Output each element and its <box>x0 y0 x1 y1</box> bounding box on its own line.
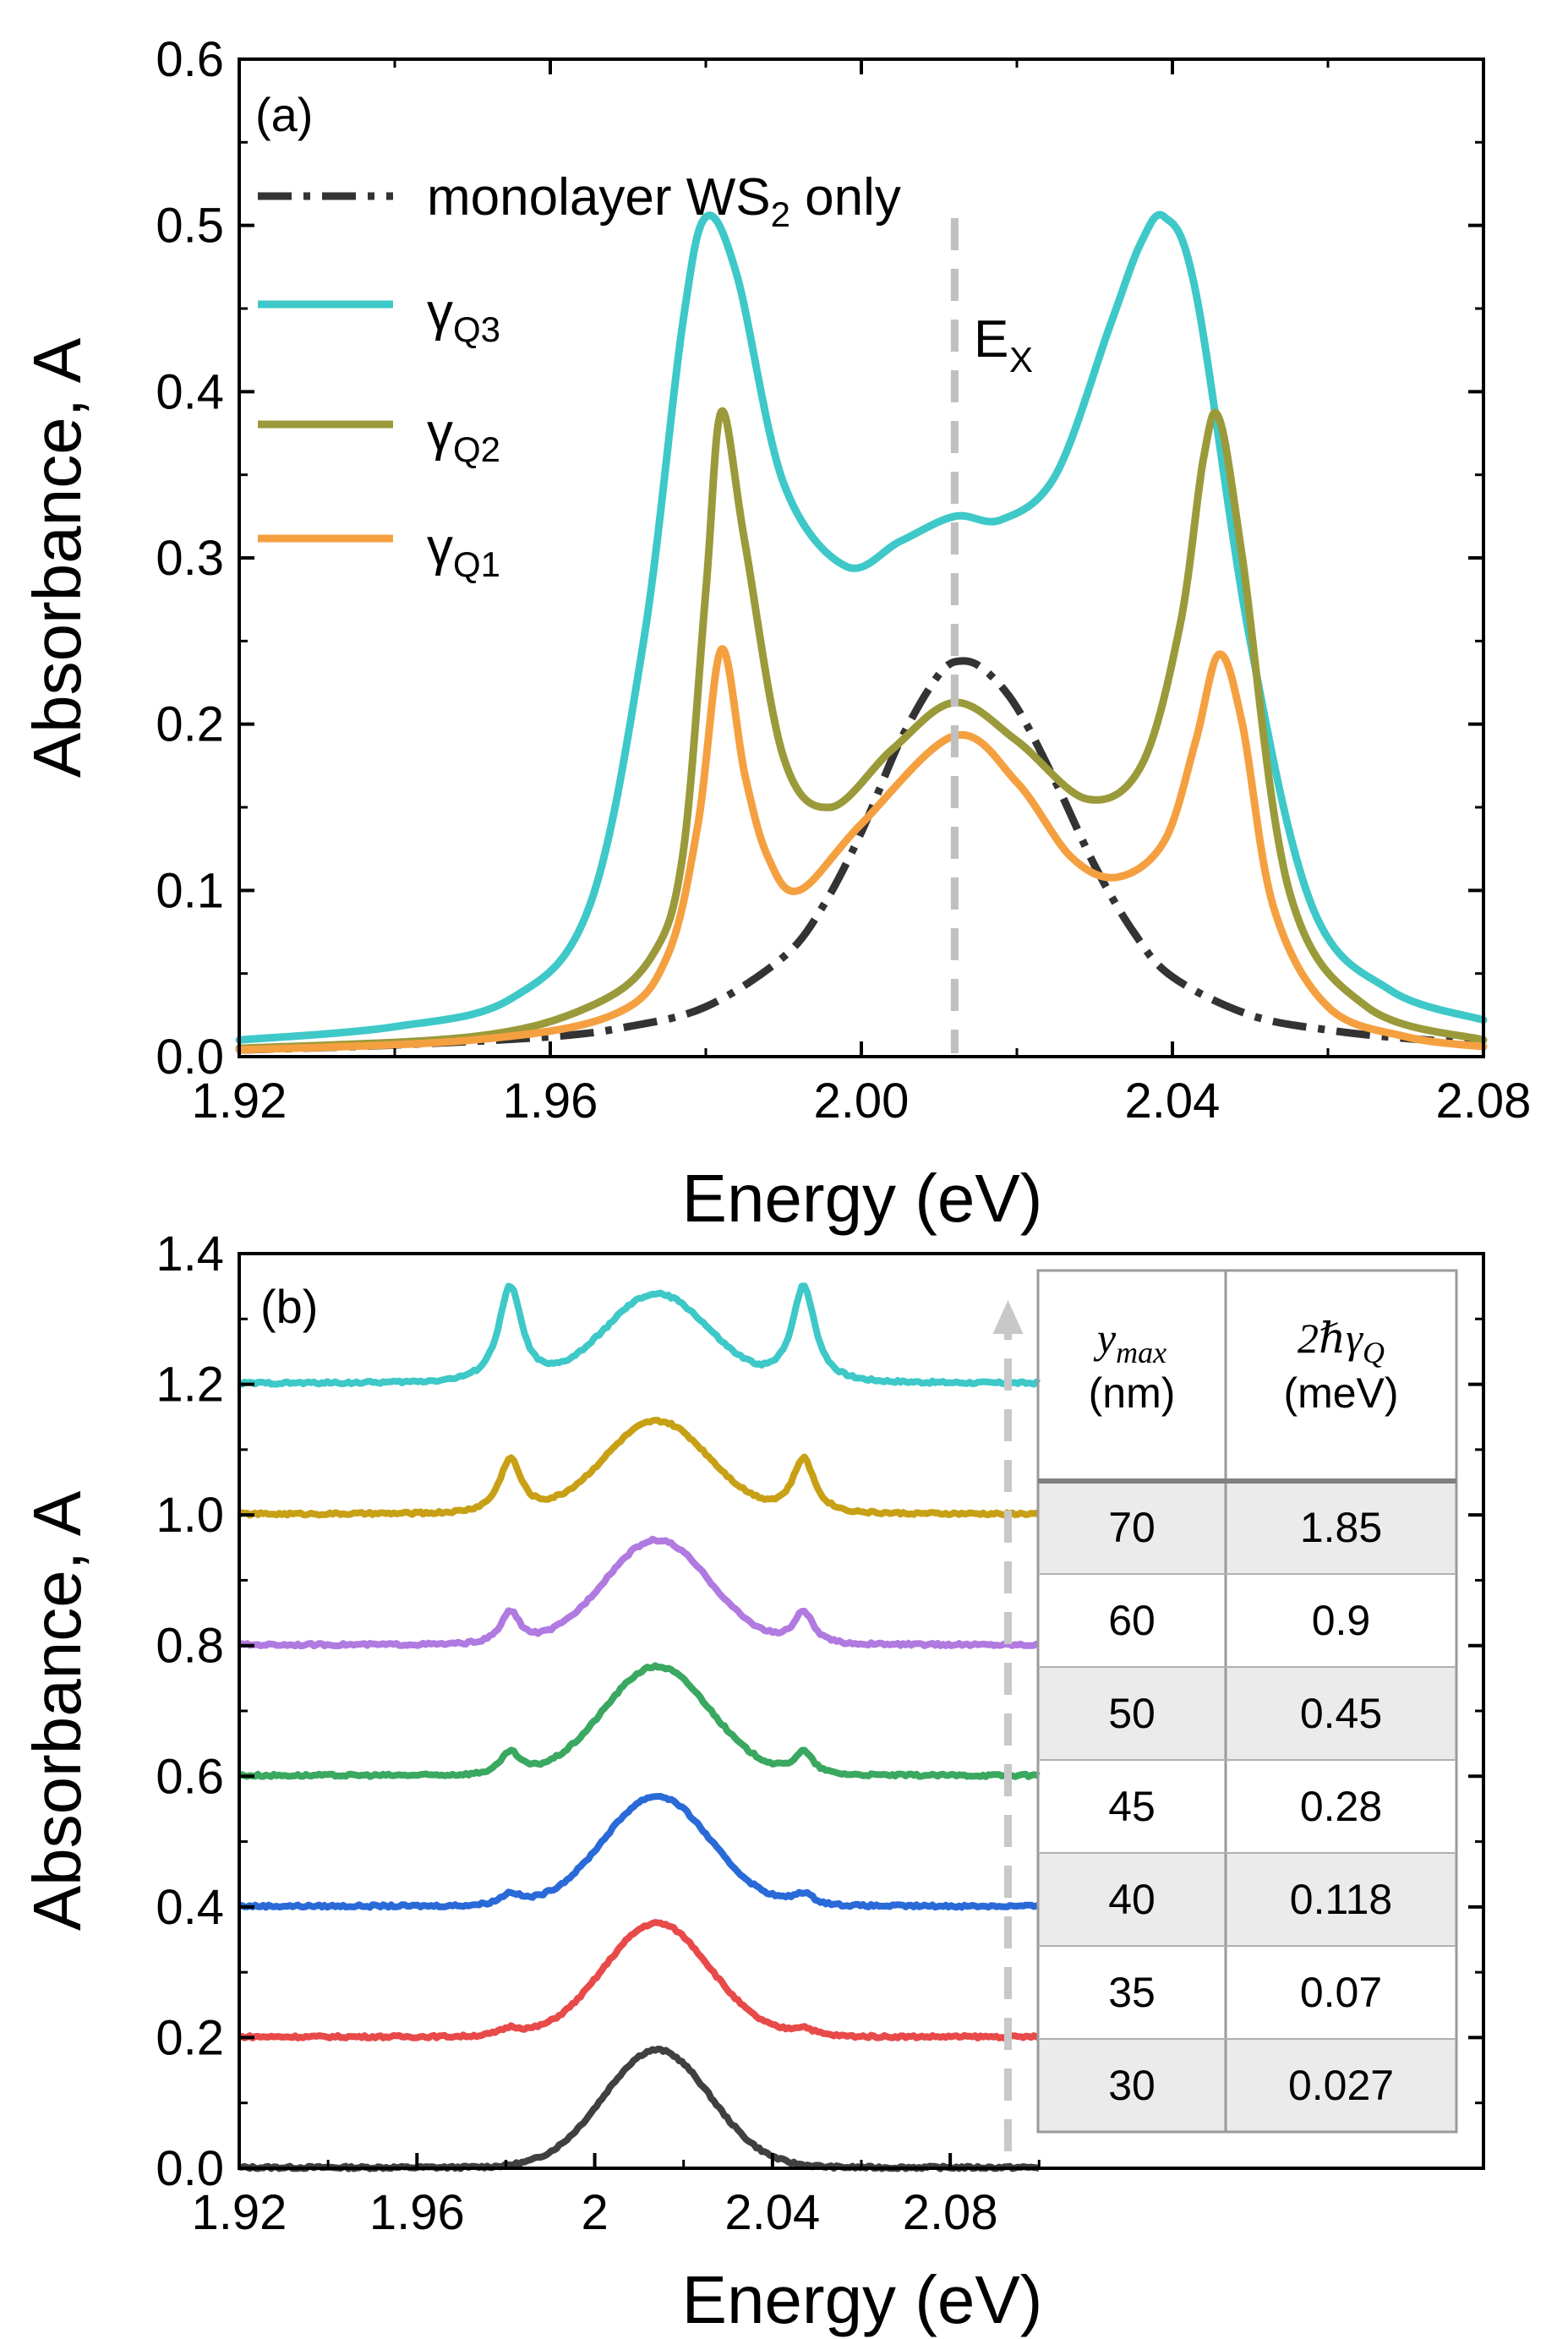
table-row-shade <box>1038 1853 1456 1946</box>
panel-b-ticks: 1.92 1.96 2 2.04 2.08 0.0 0.2 0.4 0.6 0.8 1.0 1.2 1.… <box>156 1227 1483 2240</box>
x-tick-label: 2.08 <box>1436 1074 1532 1129</box>
offset-series-line-1 <box>238 1919 1041 2041</box>
x-tick-label: 1.96 <box>369 2185 465 2240</box>
series-line-monolayer <box>238 657 1484 1054</box>
panel-a: 1.92 1.96 2.00 2.04 2.08 0.0 0.1 0.2 0.3 0.4 0.5 0.… <box>19 32 1531 1236</box>
table-cell: 30 <box>1108 2062 1156 2109</box>
legend-label-gq3: γQ3 <box>427 283 500 349</box>
panel-b-xlabel: Energy (eV) <box>682 2262 1043 2337</box>
legend-label-gq2: γQ2 <box>427 403 500 469</box>
panel-b: ymax(nm) 2ℏγQ(meV) 70 1.85 60 0.9 50 0.45 45 0.28… <box>19 1227 1485 2337</box>
panel-a-curves <box>235 210 1488 1054</box>
x-tick-label: 1.96 <box>503 1074 598 1129</box>
offset-series-line-4 <box>237 1535 1041 1650</box>
table-header-symbol: 2ℏγQ <box>1298 1314 1385 1369</box>
x-tick-label: 1.92 <box>192 2185 287 2240</box>
table-cell: 0.07 <box>1300 1969 1382 2016</box>
series-line-q1 <box>235 645 1488 1054</box>
panel-b-ylabel: Absorbance, A <box>19 1490 95 1931</box>
x-tick-label: 2.08 <box>903 2185 998 2240</box>
table-row-shade <box>1038 1667 1456 1760</box>
table-cell: 0.9 <box>1312 1597 1371 1644</box>
table-cell: 0.28 <box>1300 1783 1382 1830</box>
series-line-q2 <box>235 407 1488 1052</box>
table-border <box>1036 1269 1458 2134</box>
offset-series-line-2 <box>238 1793 1041 1911</box>
panel-a-ex-subscript: X <box>1009 340 1033 380</box>
x-tick-label: 1.92 <box>192 1074 287 1129</box>
panel-a-ex-text: E <box>974 310 1008 369</box>
x-tick-label: 2.00 <box>814 1074 910 1129</box>
panel-b-label: (b) <box>260 1280 318 1333</box>
table-cell: 0.027 <box>1288 2062 1394 2109</box>
panel-b-table: ymax(nm) 2ℏγQ(meV) 70 1.85 60 0.9 50 0.45 45 0.28… <box>1036 1269 1458 2134</box>
series-line-q3 <box>235 210 1488 1044</box>
y-tick-label: 0.2 <box>156 2010 224 2065</box>
table-cell: 60 <box>1108 1597 1156 1644</box>
y-tick-label: 0.3 <box>156 531 224 586</box>
panel-b-arrow-head <box>992 1300 1024 1334</box>
offset-series-line-3 <box>238 1662 1041 1780</box>
y-tick-label: 0.6 <box>156 1749 224 1804</box>
offset-series-line-5 <box>237 1417 1041 1519</box>
panel-b-arrow <box>992 1300 1024 2151</box>
y-tick-label: 0.0 <box>156 2141 224 2196</box>
y-tick-label: 0.4 <box>156 364 224 419</box>
y-tick-label: 0.1 <box>156 863 224 918</box>
x-tick-label: 2.04 <box>1125 1074 1221 1129</box>
table-cell: 0.45 <box>1300 1690 1382 1737</box>
y-tick-label: 0.2 <box>156 697 224 752</box>
offset-series-line-6 <box>237 1282 1041 1388</box>
y-tick-label: 0.4 <box>156 1880 224 1935</box>
table-header-symbol: ymax <box>1093 1314 1166 1369</box>
y-tick-label: 1.2 <box>156 1358 224 1413</box>
legend-label-monolayer: monolayer WS2 only <box>427 168 901 234</box>
table-header-unit: (meV) <box>1283 1369 1398 1417</box>
panel-a-legend: monolayer WS2 only γQ3 γQ2 γQ1 <box>258 168 901 584</box>
y-tick-label: 1.0 <box>156 1488 224 1543</box>
y-tick-label: 0.6 <box>156 32 224 87</box>
table-cell: 40 <box>1108 1876 1156 1923</box>
table-header-unit: (nm) <box>1089 1369 1176 1417</box>
table-cell: 70 <box>1108 1504 1156 1551</box>
y-tick-label: 0.8 <box>156 1619 224 1674</box>
panel-a-ylabel: Absorbance, A <box>19 337 95 778</box>
x-tick-label: 2 <box>581 2185 608 2240</box>
offset-series-line-0 <box>238 2046 1041 2172</box>
panel-a-ticks: 1.92 1.96 2.00 2.04 2.08 0.0 0.1 0.2 0.3 0.4 0.5 0.… <box>156 32 1531 1129</box>
legend-label-gq1: γQ1 <box>427 518 500 584</box>
table-cell: 50 <box>1108 1690 1156 1737</box>
y-tick-label: 0.5 <box>156 199 224 254</box>
panel-a-ex-annotation: E X <box>974 310 1033 380</box>
table-cell: 1.85 <box>1300 1504 1382 1551</box>
panel-b-curves <box>237 1282 1041 2172</box>
table-row-shade <box>1038 1481 1456 1574</box>
panel-a-label: (a) <box>255 88 313 141</box>
table-cell: 0.118 <box>1290 1876 1392 1923</box>
x-tick-label: 2.04 <box>724 2185 820 2240</box>
y-tick-label: 1.4 <box>156 1227 224 1282</box>
panel-a-xlabel: Energy (eV) <box>682 1161 1043 1236</box>
table-row-shade <box>1038 2039 1456 2132</box>
y-tick-label: 0.0 <box>156 1030 224 1085</box>
table-cell: 35 <box>1108 1969 1156 2016</box>
table-cell: 45 <box>1108 1783 1156 1830</box>
